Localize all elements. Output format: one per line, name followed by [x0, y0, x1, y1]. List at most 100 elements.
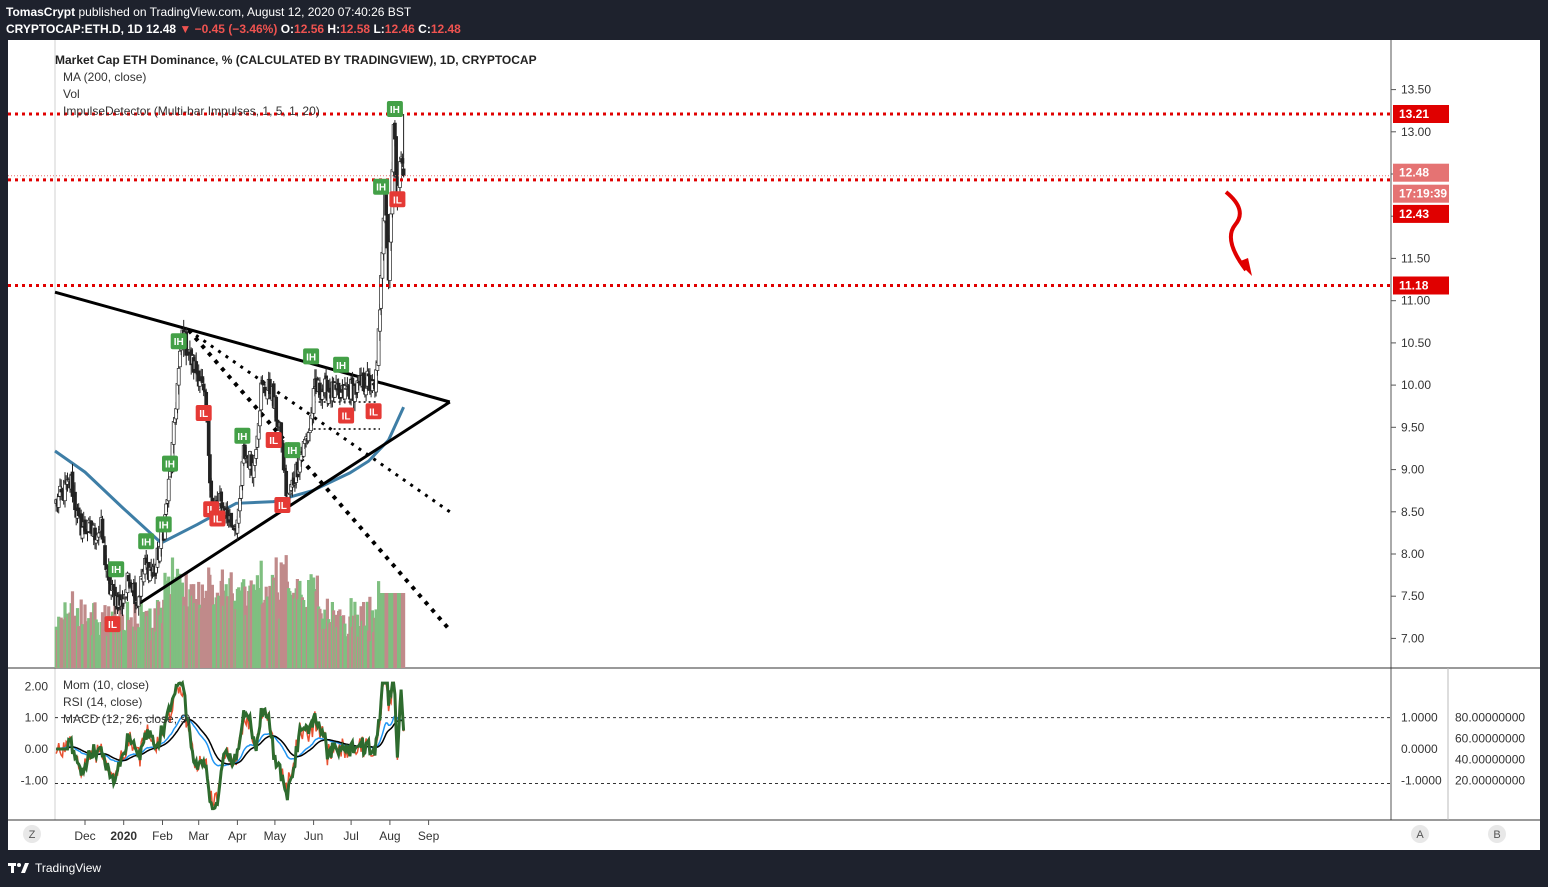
- legend-macd[interactable]: MACD (12, 26, close, 9): [63, 712, 192, 726]
- marker-ih: IH: [336, 361, 346, 372]
- chart-area[interactable]: IHILIHIHIHIHILILILIHILILIHIHILIHILIHIHIL…: [8, 40, 1540, 850]
- last-price-label-box: [1393, 163, 1449, 182]
- candles: [54, 114, 406, 616]
- candle-body: [249, 454, 254, 467]
- marker-ih: IH: [174, 337, 184, 348]
- price-tick-label: 13.00: [1401, 125, 1431, 139]
- candle-body: [361, 372, 366, 392]
- time-tick-label: Dec: [74, 829, 95, 843]
- candle-body: [171, 421, 176, 445]
- price-tick-label: 9.00: [1401, 463, 1425, 477]
- legend-rsi[interactable]: RSI (14, close): [63, 695, 143, 709]
- osc-left-tick: 2.00: [25, 679, 49, 693]
- close-label: C:: [418, 22, 431, 36]
- candle-body: [73, 491, 77, 511]
- chart-title: Market Cap ETH Dominance, % (CALCULATED …: [55, 53, 537, 67]
- osc-left-tick: 1.00: [25, 711, 49, 725]
- osc-right-tick: 80.00000000: [1455, 711, 1525, 725]
- zoom-button-circle: [23, 825, 41, 843]
- marker-ih: IH: [237, 432, 247, 443]
- oscillator-panel: 2.00 1.00 0.00 -1.00 1.0000 0.0000 -1.0000 80.0…: [21, 679, 1525, 811]
- tradingview-logo-icon: [8, 863, 29, 873]
- candle-body: [198, 380, 202, 387]
- marker-ih-box: [373, 178, 390, 195]
- candle-body: [259, 382, 264, 411]
- legend-mom[interactable]: Mom (10, close): [63, 678, 150, 692]
- low-value: 12.46: [384, 22, 415, 36]
- marker-il-box: [104, 616, 121, 633]
- volume-bars: [54, 555, 406, 668]
- price-labels: 13.21 12.48 17:19:39 12.43 11.18: [1393, 105, 1449, 295]
- log-scale-button-circle: [1488, 825, 1506, 843]
- trendlines: [54, 290, 452, 632]
- osc-left-tick: 0.00: [25, 742, 49, 756]
- legend-ma[interactable]: MA (200, close): [63, 70, 147, 84]
- symbol-line: CRYPTOCAP:ETH.D, 1D 12.48 ▼ −0.45 (−3.46…: [6, 22, 461, 36]
- candle-body: [398, 161, 402, 188]
- marker-ih-box: [386, 101, 403, 117]
- marker-ih-box: [284, 442, 301, 459]
- low-label: L:: [373, 22, 385, 36]
- header-bar: TomasCrypt published on TradingView.com,…: [0, 0, 1548, 40]
- trendline-2: [139, 400, 451, 605]
- marker-il: IL: [342, 412, 351, 423]
- high-value: 12.58: [340, 22, 371, 36]
- legend-vol[interactable]: Vol: [63, 87, 80, 101]
- osc-left-tick: -1.00: [21, 773, 49, 787]
- candle-body: [258, 410, 262, 427]
- chart-svg[interactable]: IHILIHIHIHIHILILILIHILILIHIHILIHILIHIHIL…: [8, 40, 1540, 850]
- marker-il-box: [209, 510, 226, 527]
- mom-line: [56, 679, 406, 811]
- published-text: published on TradingView.com, August 12,…: [78, 5, 412, 19]
- auto-scale-button-circle: [1411, 825, 1429, 843]
- marker-ih-box: [108, 561, 125, 578]
- high-price-label-box: [1393, 105, 1449, 123]
- marker-ih: IH: [141, 537, 151, 548]
- price-tick-label: 11.00: [1401, 294, 1430, 308]
- open-label: O:: [280, 22, 295, 36]
- osc-right-tick: 20.00000000: [1455, 773, 1525, 787]
- grid: [8, 40, 1540, 850]
- candle-body: [378, 309, 382, 332]
- marker-il: IL: [278, 501, 287, 512]
- price-tick-label: 8.50: [1401, 505, 1425, 519]
- price-tick-label: 13.50: [1401, 83, 1431, 97]
- candle-body: [209, 480, 214, 498]
- time-tick-label: Jul: [343, 829, 358, 843]
- publisher-name[interactable]: TomasCrypt: [6, 5, 76, 19]
- marker-il-box: [195, 405, 212, 421]
- volume-bar: [70, 591, 75, 668]
- candle-body: [288, 492, 292, 495]
- ma200-line: [54, 406, 405, 545]
- close-value: 12.48: [430, 22, 461, 36]
- zoom-button: Z: [29, 829, 36, 841]
- marker-ih-box: [333, 356, 350, 373]
- marker-ih: IH: [159, 520, 169, 531]
- osc-mid-tick: 1.0000: [1401, 711, 1438, 725]
- price-tick-label: 8.00: [1401, 547, 1425, 561]
- price-tick-label: 9.50: [1401, 420, 1425, 434]
- brand-text: TradingView: [35, 861, 102, 875]
- marker-ih-box: [170, 333, 187, 350]
- marker-il-box: [265, 432, 282, 448]
- auto-scale-button: A: [1416, 829, 1424, 841]
- support-price-label-box: [1393, 204, 1449, 223]
- high-label: H:: [327, 22, 341, 36]
- marker-il: IL: [108, 620, 117, 631]
- candle-body: [166, 478, 171, 502]
- marker-il: IL: [369, 407, 378, 418]
- log-scale-button: B: [1493, 829, 1500, 841]
- candle-body: [389, 213, 393, 243]
- osc-mid-tick: -1.0000: [1401, 773, 1442, 787]
- marker-il: IL: [213, 515, 222, 526]
- candle-body: [176, 368, 181, 386]
- candle-body: [239, 485, 244, 499]
- publisher-line: TomasCrypt published on TradingView.com,…: [6, 5, 411, 19]
- time-tick-label: Mar: [188, 829, 209, 843]
- tradingview-logo[interactable]: TradingView: [8, 861, 101, 875]
- marker-il-box: [365, 403, 382, 420]
- legend-impulse[interactable]: ImpulseDetector (Multi-bar Impulses, 1, …: [63, 104, 320, 118]
- open-value: 12.56: [294, 22, 325, 36]
- countdown-label: 17:19:39: [1399, 187, 1447, 201]
- axes: 13.5013.0012.5012.0011.5011.0010.5010.00…: [1391, 83, 1431, 645]
